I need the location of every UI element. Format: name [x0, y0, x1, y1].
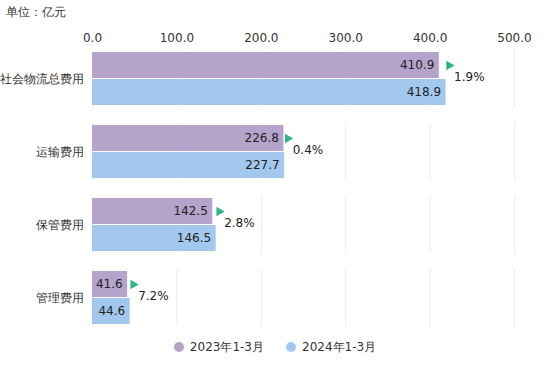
html-text:单位：亿元: 单位：亿元	[6, 5, 66, 19]
svg-text:社会物流总费用: 社会物流总费用	[0, 72, 84, 86]
svg-text:300.0: 300.0	[329, 31, 363, 45]
svg-text:44.6: 44.6	[98, 304, 125, 318]
svg-text:0.4%: 0.4%	[293, 143, 324, 157]
svg-text:400.0: 400.0	[413, 31, 447, 45]
html-text:2023年1-3月: 2023年1-3月	[189, 339, 264, 354]
svg-text:418.9: 418.9	[407, 85, 441, 99]
html-text:2024年1-3月: 2024年1-3月	[302, 339, 377, 354]
svg-text:200.0: 200.0	[244, 31, 278, 45]
svg-text:410.9: 410.9	[400, 58, 434, 72]
svg-text:运输费用: 运输费用	[36, 145, 84, 159]
svg-text:227.7: 227.7	[245, 158, 279, 172]
svg-text:146.5: 146.5	[177, 231, 211, 245]
svg-text:0.0: 0.0	[83, 31, 102, 45]
svg-text:41.6: 41.6	[96, 277, 123, 291]
svg-text:保管费用: 保管费用	[36, 218, 84, 232]
svg-text:100.0: 100.0	[160, 31, 194, 45]
svg-text:2.8%: 2.8%	[224, 216, 255, 230]
svg-text:226.8: 226.8	[245, 131, 279, 145]
svg-text:1.9%: 1.9%	[454, 70, 485, 84]
svg-text:管理费用: 管理费用	[36, 291, 84, 305]
svg-text:7.2%: 7.2%	[138, 289, 169, 303]
svg-text:142.5: 142.5	[173, 204, 207, 218]
svg-text:500.0: 500.0	[497, 31, 531, 45]
